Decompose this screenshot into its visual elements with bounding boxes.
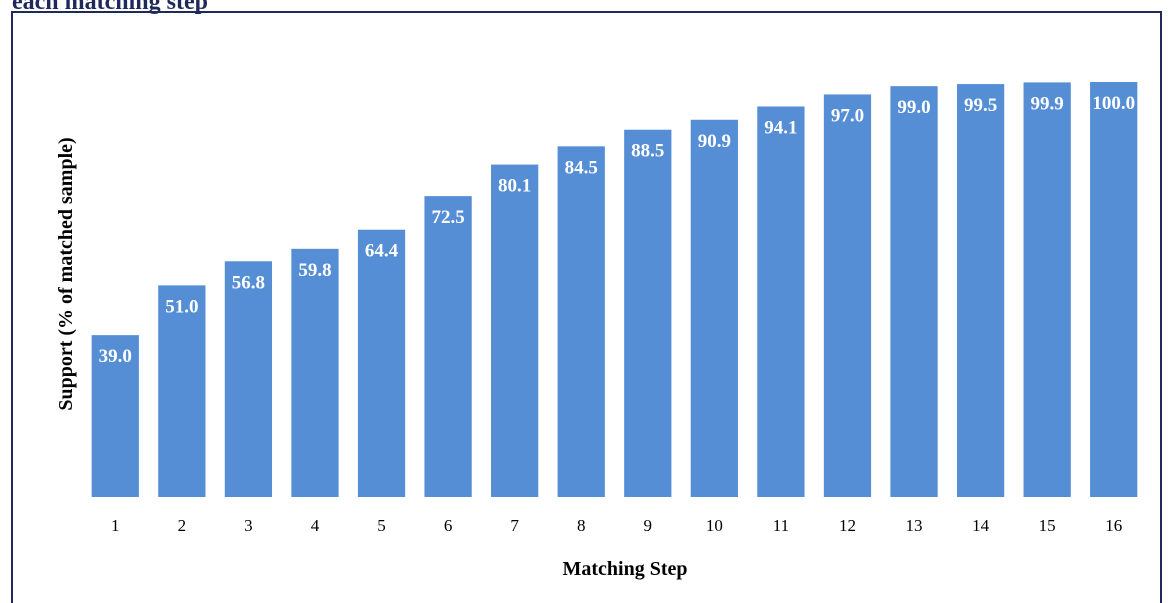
x-tick-label-5: 5 <box>377 516 386 535</box>
data-label-6: 72.5 <box>431 207 464 228</box>
chart-frame <box>11 11 1162 603</box>
bar-11 <box>757 106 805 498</box>
x-tick-label-11: 11 <box>773 516 789 535</box>
x-tick-label-1: 1 <box>111 516 120 535</box>
x-tick-label-3: 3 <box>244 516 253 535</box>
x-tick-label-15: 15 <box>1039 516 1056 535</box>
bar-8 <box>557 146 605 497</box>
data-label-9: 88.5 <box>631 141 664 162</box>
bar-4 <box>291 248 339 497</box>
bar-9 <box>624 129 672 497</box>
data-label-8: 84.5 <box>565 157 598 178</box>
data-label-3: 56.8 <box>232 272 265 293</box>
x-tick-label-4: 4 <box>311 516 320 535</box>
data-label-13: 99.0 <box>897 97 930 118</box>
data-label-11: 94.1 <box>764 117 797 138</box>
x-tick-label-2: 2 <box>178 516 187 535</box>
bar-5 <box>357 229 406 498</box>
data-label-7: 80.1 <box>498 176 531 197</box>
bar-3 <box>224 261 273 497</box>
bar-15 <box>1023 82 1071 497</box>
data-label-10: 90.9 <box>698 131 731 152</box>
x-tick-label-8: 8 <box>577 516 586 535</box>
data-label-16: 100.0 <box>1092 93 1135 114</box>
data-label-15: 99.9 <box>1031 93 1064 114</box>
bar-6 <box>424 196 472 497</box>
bar-16 <box>1090 82 1138 497</box>
y-axis-label: Support (% of matched sample) <box>55 137 77 410</box>
bar-12 <box>823 94 872 497</box>
x-tick-label-16: 16 <box>1105 516 1122 535</box>
x-tick-label-7: 7 <box>510 516 519 535</box>
data-label-14: 99.5 <box>964 95 997 116</box>
data-label-2: 51.0 <box>165 296 198 317</box>
x-tick-label-9: 9 <box>644 516 653 535</box>
data-label-5: 64.4 <box>365 241 399 262</box>
x-tick-label-13: 13 <box>906 516 923 535</box>
x-tick-label-6: 6 <box>444 516 453 535</box>
data-label-4: 59.8 <box>298 260 331 281</box>
data-label-12: 97.0 <box>831 105 864 126</box>
x-tick-label-10: 10 <box>706 516 723 535</box>
bars-group <box>91 82 1138 498</box>
x-tick-label-14: 14 <box>972 516 990 535</box>
x-axis-label: Matching Step <box>563 558 688 580</box>
bar-2 <box>158 285 206 497</box>
bar-14 <box>956 84 1005 497</box>
bar-7 <box>491 164 539 497</box>
x-tick-labels-group: 1 2 3 4 5 6 7 8 9 10 11 12 13 14 15 16 <box>111 516 1122 535</box>
data-labels-group: 39.0 51.0 56.8 59.8 64.4 72.5 80.1 84.5 88.5 90.9… <box>99 93 1135 367</box>
data-label-1: 39.0 <box>99 346 132 367</box>
x-tick-label-12: 12 <box>839 516 856 535</box>
bar-10 <box>690 119 738 497</box>
bar-13 <box>890 86 938 498</box>
bar-1 <box>91 335 139 497</box>
